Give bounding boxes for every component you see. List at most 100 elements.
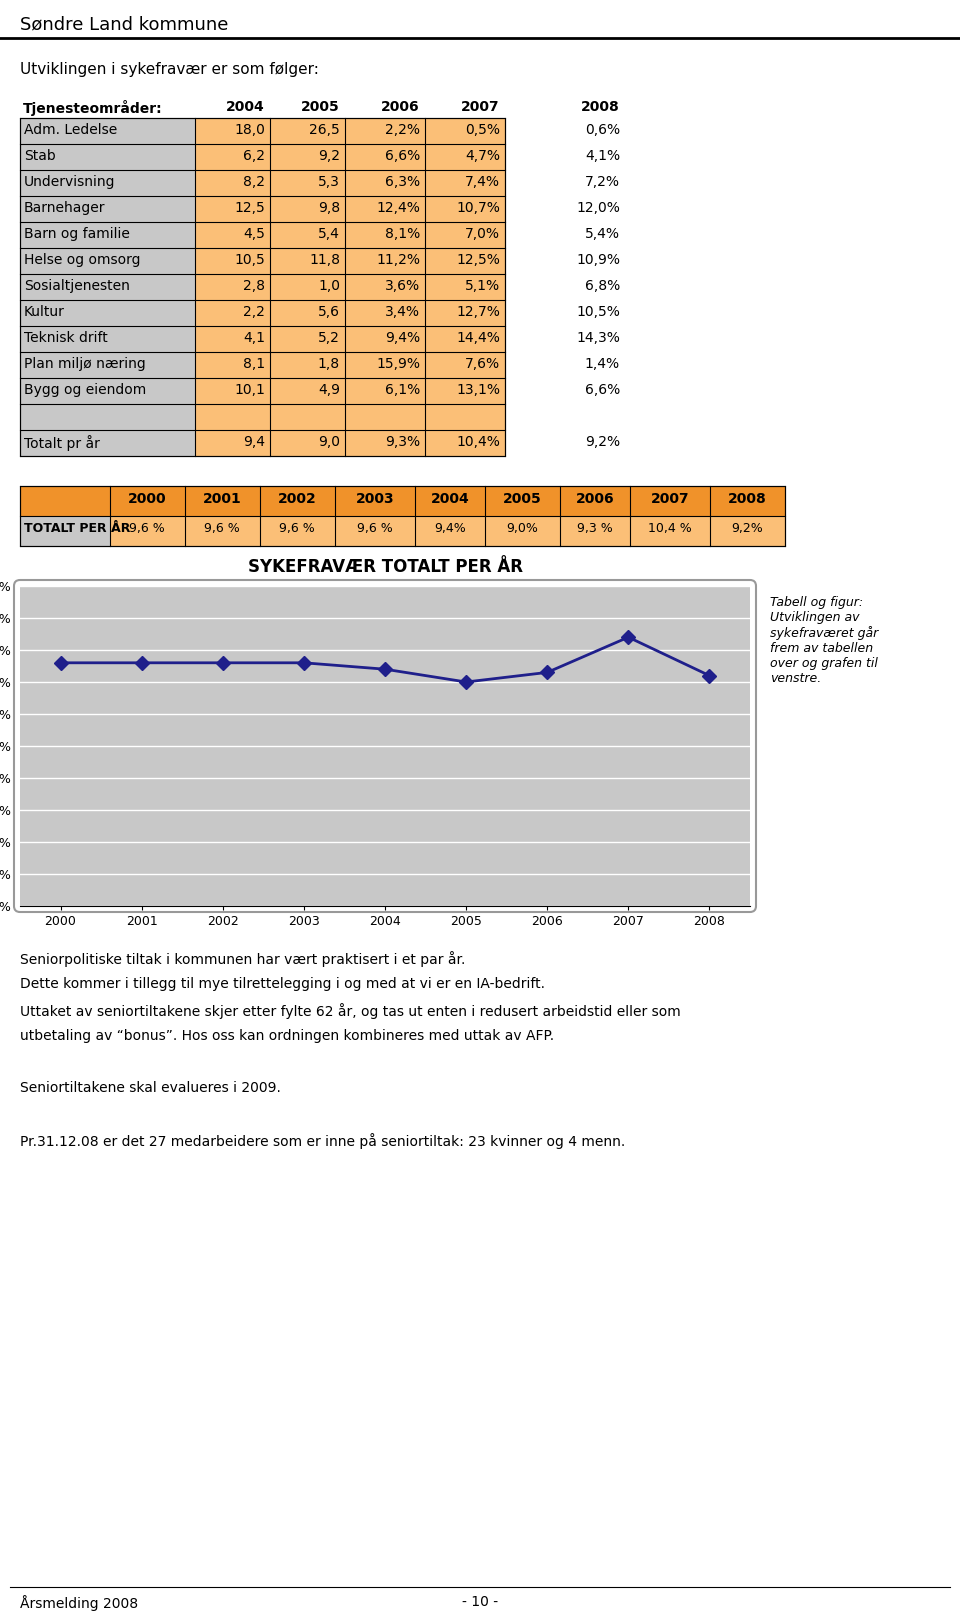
Bar (195, 222, 270, 247)
Text: 2008: 2008 (728, 492, 766, 506)
Text: 9,3 %: 9,3 % (577, 522, 612, 535)
Text: 9,0%: 9,0% (506, 522, 538, 535)
Text: 12,5: 12,5 (234, 201, 265, 215)
Text: 3,6%: 3,6% (385, 280, 420, 293)
Text: 2001: 2001 (203, 492, 241, 506)
Text: TOTALT PER ÅR: TOTALT PER ÅR (24, 522, 131, 535)
Text: 6,3%: 6,3% (385, 175, 420, 189)
Text: 12,0%: 12,0% (576, 201, 620, 215)
Bar (20, 487, 785, 547)
Text: 10,1: 10,1 (234, 383, 265, 398)
Text: Sosialtjenesten: Sosialtjenesten (24, 280, 130, 293)
Text: 15,9%: 15,9% (376, 357, 420, 370)
Bar (270, 353, 345, 378)
Bar (20, 516, 110, 547)
Bar (260, 516, 335, 547)
Text: 2003: 2003 (356, 492, 395, 506)
Bar (270, 247, 345, 273)
Bar (505, 378, 625, 404)
Bar (345, 404, 425, 430)
Text: 2007: 2007 (651, 492, 689, 506)
Bar (110, 487, 185, 516)
Bar (20, 196, 195, 222)
Text: Utviklingen i sykefravær er som følger:: Utviklingen i sykefravær er som følger: (20, 61, 319, 78)
Bar (20, 404, 195, 430)
Bar (630, 516, 710, 547)
Text: 2,2%: 2,2% (385, 123, 420, 137)
Bar (270, 222, 345, 247)
Bar (270, 430, 345, 456)
Bar (195, 144, 270, 170)
Text: Kultur: Kultur (24, 306, 65, 319)
Bar (345, 353, 425, 378)
Bar (415, 487, 485, 516)
Bar (505, 222, 625, 247)
Text: 5,3: 5,3 (318, 175, 340, 189)
Bar (20, 327, 195, 353)
Bar (505, 353, 625, 378)
Bar (270, 378, 345, 404)
Text: utbetaling av “bonus”. Hos oss kan ordningen kombineres med uttak av AFP.: utbetaling av “bonus”. Hos oss kan ordni… (20, 1028, 554, 1043)
Text: 6,2: 6,2 (243, 149, 265, 163)
Bar (20, 353, 195, 378)
Bar (425, 273, 505, 301)
Text: 2008: 2008 (581, 100, 620, 115)
Text: 2006: 2006 (576, 492, 614, 506)
Bar (425, 353, 505, 378)
Text: 10,9%: 10,9% (576, 252, 620, 267)
Text: 6,1%: 6,1% (385, 383, 420, 398)
Text: 12,5%: 12,5% (456, 252, 500, 267)
Text: 2005: 2005 (503, 492, 541, 506)
Bar (335, 516, 415, 547)
Bar (195, 378, 270, 404)
Text: 10,5: 10,5 (234, 252, 265, 267)
Bar (560, 487, 630, 516)
Text: 4,1: 4,1 (243, 331, 265, 344)
Bar (425, 222, 505, 247)
Bar (345, 273, 425, 301)
Text: 18,0: 18,0 (234, 123, 265, 137)
Bar (20, 301, 195, 327)
Bar (270, 144, 345, 170)
Bar (425, 196, 505, 222)
Bar (485, 516, 560, 547)
Text: 6,8%: 6,8% (585, 280, 620, 293)
Bar (425, 327, 505, 353)
Bar (505, 118, 625, 144)
Bar (20, 378, 195, 404)
Text: 12,7%: 12,7% (456, 306, 500, 319)
Bar (20, 144, 195, 170)
Bar (425, 118, 505, 144)
Bar (20, 430, 195, 456)
Bar (505, 273, 625, 301)
Text: 5,1%: 5,1% (465, 280, 500, 293)
Bar (20, 273, 195, 301)
Text: Plan miljø næring: Plan miljø næring (24, 357, 146, 370)
Text: Bygg og eiendom: Bygg og eiendom (24, 383, 146, 398)
Text: 9,6 %: 9,6 % (279, 522, 315, 535)
Text: 2,2: 2,2 (243, 306, 265, 319)
Bar (505, 196, 625, 222)
Text: Teknisk drift: Teknisk drift (24, 331, 108, 344)
Bar (505, 247, 625, 273)
Bar (630, 487, 710, 516)
Text: 3,4%: 3,4% (385, 306, 420, 319)
Text: 8,2: 8,2 (243, 175, 265, 189)
Text: Pr.31.12.08 er det 27 medarbeidere som er inne på seniortiltak: 23 kvinner og 4 : Pr.31.12.08 er det 27 medarbeidere som e… (20, 1134, 625, 1150)
Text: Seniortiltakene skal evalueres i 2009.: Seniortiltakene skal evalueres i 2009. (20, 1082, 281, 1095)
Bar (195, 196, 270, 222)
Text: - 10 -: - 10 - (462, 1594, 498, 1609)
Text: Barnehager: Barnehager (24, 201, 106, 215)
Bar (425, 404, 505, 430)
Text: 9,0: 9,0 (318, 435, 340, 450)
Text: 1,0: 1,0 (318, 280, 340, 293)
Text: 9,4%: 9,4% (385, 331, 420, 344)
Bar (110, 516, 185, 547)
Bar (425, 378, 505, 404)
Text: 9,2: 9,2 (318, 149, 340, 163)
Text: 5,4: 5,4 (318, 226, 340, 241)
Text: 7,2%: 7,2% (585, 175, 620, 189)
Bar (485, 487, 560, 516)
Bar (425, 301, 505, 327)
FancyBboxPatch shape (14, 581, 756, 912)
